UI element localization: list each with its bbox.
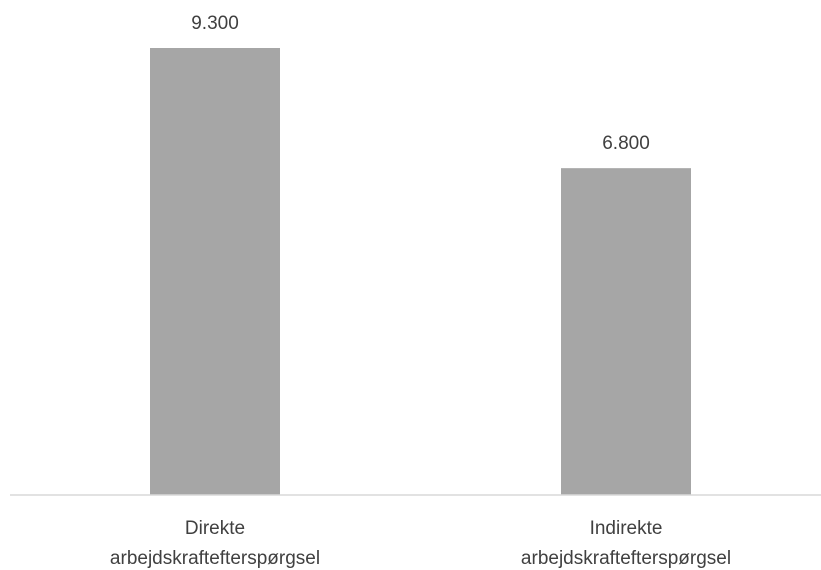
category-labels-group: Direkte arbejdskraftefterspørgsel Indirekt…: [110, 518, 731, 569]
category-label-1-line-2: arbejdskraftefterspørgsel: [110, 548, 320, 569]
bar-2: [561, 168, 691, 495]
category-label-2-line-2: arbejdskraftefterspørgsel: [521, 548, 731, 569]
bars-group: [150, 48, 691, 495]
value-labels-group: 9.300 6.800: [191, 13, 650, 154]
category-label-2-line-1: Indirekte: [590, 518, 663, 539]
data-label-2: 6.800: [602, 133, 650, 154]
category-label-1-line-1: Direkte: [185, 518, 245, 539]
data-label-1: 9.300: [191, 13, 239, 34]
bar-1: [150, 48, 280, 495]
